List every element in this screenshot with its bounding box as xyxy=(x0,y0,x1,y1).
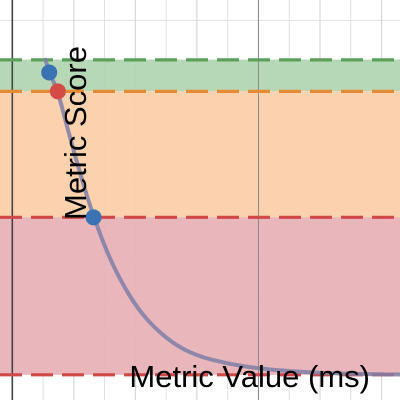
red-band xyxy=(0,217,400,375)
orange-band xyxy=(0,91,400,218)
green-band xyxy=(0,59,400,92)
data-point-blue xyxy=(85,209,102,226)
data-point-blue xyxy=(41,64,58,81)
x-axis-label: Metric Value (ms) xyxy=(129,359,370,394)
data-point-red xyxy=(49,83,66,100)
score-curve xyxy=(43,57,400,377)
y-axis-label: Metric Score xyxy=(58,46,93,220)
